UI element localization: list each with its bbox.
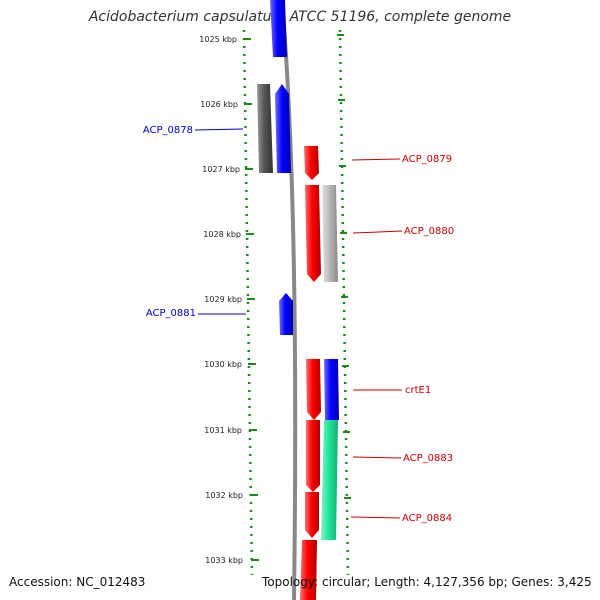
inner-dotted-ring xyxy=(242,29,254,576)
outer-dotted-ring xyxy=(338,29,350,576)
gene-acp0879 xyxy=(304,146,319,180)
kbp-label: 1026 kbp xyxy=(200,100,238,109)
gene-label-acp0878: ACP_0878 xyxy=(143,125,193,136)
gene-label-acp0884: ACP_0884 xyxy=(402,513,452,524)
gene-features xyxy=(257,0,339,600)
gene-acp0881 xyxy=(279,293,293,335)
gene-labels: ACP_0878 ACP_0879 ACP_0880 ACP_0881 crtE… xyxy=(143,125,454,524)
kbp-scale-labels: 1025 kbp 1026 kbp 1027 kbp 1028 kbp 1029… xyxy=(199,35,243,565)
kbp-label: 1028 kbp xyxy=(203,230,241,239)
gene-red-bottom xyxy=(300,540,317,600)
topology-text: Topology: circular; Length: 4,127,356 bp… xyxy=(262,575,592,589)
gene-acp0884 xyxy=(305,492,319,538)
gene-acp0878 xyxy=(275,84,291,173)
gene-acp0880 xyxy=(305,185,321,282)
major-ticks xyxy=(243,34,351,561)
gene-acp0883 xyxy=(306,420,320,492)
gene-teal xyxy=(321,420,338,540)
gene-label-crte1: crtE1 xyxy=(405,385,431,396)
kbp-label: 1032 kbp xyxy=(205,491,243,500)
gene-crte1-blue xyxy=(324,359,339,420)
kbp-label: 1027 kbp xyxy=(202,165,240,174)
accession-text: Accession: NC_012483 xyxy=(9,575,146,589)
kbp-label: 1031 kbp xyxy=(204,426,242,435)
gene-label-acp0883: ACP_0883 xyxy=(403,453,453,464)
map-title: Acidobacterium capsulatum ATCC 51196, co… xyxy=(88,9,512,25)
topology-value: Topology: circular; Length: 4,127,356 bp… xyxy=(262,575,592,589)
kbp-label: 1033 kbp xyxy=(205,556,243,565)
kbp-label: 1029 kbp xyxy=(204,295,242,304)
gene-label-acp0881: ACP_0881 xyxy=(146,308,196,319)
gene-label-acp0880: ACP_0880 xyxy=(404,226,454,237)
gene-label-acp0879: ACP_0879 xyxy=(402,154,452,165)
gene-crte1-red xyxy=(306,359,321,420)
gene-gray-dark xyxy=(257,84,273,173)
label-leaders xyxy=(194,128,403,519)
kbp-label: 1025 kbp xyxy=(199,35,237,44)
gene-gray-light xyxy=(322,185,338,282)
gene-blue-top xyxy=(270,0,287,57)
kbp-label: 1030 kbp xyxy=(204,360,242,369)
